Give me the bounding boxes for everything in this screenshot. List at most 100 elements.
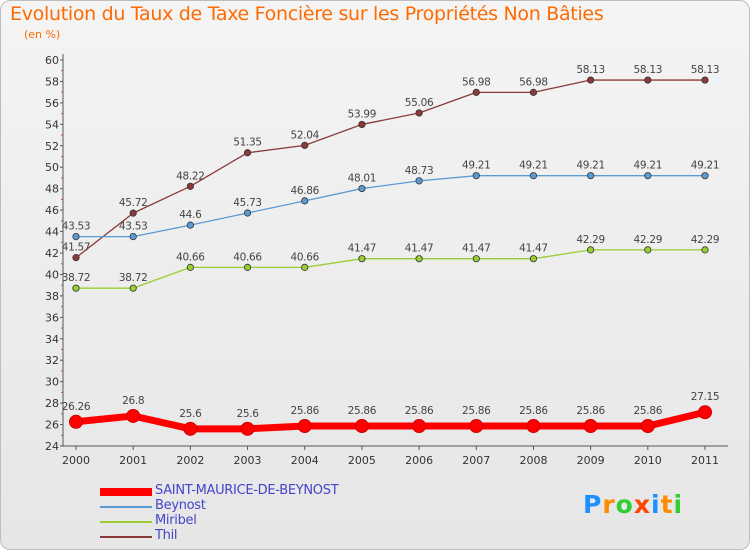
data-point: [72, 254, 80, 262]
data-point: [701, 246, 709, 254]
y-tick-label: 26: [45, 419, 59, 432]
data-point: [472, 172, 480, 180]
x-tick-label: 2005: [348, 454, 376, 467]
series-labels: 41.57 45.72 48.22 51.35 52.04 53.99 55.06 56.98…: [62, 64, 720, 420]
data-point: [472, 88, 480, 96]
logo-letter: r: [602, 490, 616, 519]
data-label: 48.73: [405, 165, 434, 177]
y-tick-label: 34: [45, 333, 59, 346]
data-label: 25.86: [290, 405, 319, 417]
y-tick-label: 24: [45, 440, 59, 453]
data-label: 48.22: [176, 170, 205, 182]
data-label: 58.13: [576, 64, 605, 76]
data-label: 42.29: [576, 234, 605, 246]
data-label: 25.6: [179, 408, 202, 420]
logo-letter: o: [615, 490, 634, 519]
x-tick-label: 2000: [62, 454, 90, 467]
legend-label: Miribel: [155, 513, 197, 528]
data-point: [129, 284, 137, 292]
data-point: [587, 246, 595, 254]
data-point: [243, 149, 252, 157]
data-point: [529, 88, 538, 96]
data-label: 51.35: [233, 137, 262, 149]
y-tick-label: 30: [45, 376, 59, 389]
data-point: [240, 421, 255, 436]
data-label: 49.21: [691, 160, 720, 172]
y-tick-label: 50: [45, 161, 59, 174]
x-tick-label: 2011: [691, 454, 719, 467]
data-point: [183, 421, 198, 436]
legend-swatch: [100, 536, 152, 538]
data-label: 26.8: [122, 395, 144, 407]
y-tick-label: 52: [45, 140, 59, 153]
data-point: [698, 405, 712, 420]
legend-label: Thil: [155, 528, 178, 543]
data-label: 45.73: [233, 197, 262, 209]
data-point: [297, 419, 312, 434]
logo-letter: x: [633, 490, 651, 519]
data-label: 40.66: [176, 251, 205, 263]
logo-letter: i: [651, 490, 661, 519]
x-tick-label: 2003: [234, 454, 262, 467]
data-point: [129, 209, 137, 217]
data-label: 45.72: [119, 197, 148, 209]
y-tick-label: 44: [45, 226, 59, 239]
legend-label: Beynost: [155, 498, 206, 513]
data-label: 40.66: [290, 251, 319, 263]
data-label: 44.6: [179, 209, 202, 221]
data-point: [644, 246, 652, 254]
series-line-4: [75, 79, 705, 259]
legend-swatch: [100, 506, 152, 508]
series-lines: [75, 79, 706, 433]
data-label: 52.04: [290, 129, 319, 141]
data-point: [415, 177, 423, 185]
data-point: [126, 408, 141, 423]
data-point: [358, 184, 366, 193]
data-point: [243, 209, 252, 217]
data-label: 49.21: [576, 160, 605, 172]
data-point: [186, 263, 194, 271]
data-point: [69, 414, 83, 429]
x-tick-label: 2009: [577, 454, 605, 467]
data-label: 43.53: [62, 221, 91, 233]
data-label: 41.47: [348, 243, 377, 255]
data-label: 49.21: [462, 160, 491, 172]
data-point: [72, 284, 80, 292]
data-label: 55.06: [405, 97, 434, 109]
series-line-1: [75, 408, 706, 433]
data-point: [72, 232, 80, 241]
data-label: 42.29: [691, 234, 720, 246]
data-label: 41.47: [519, 243, 548, 255]
data-point: [412, 419, 427, 434]
data-label: 58.13: [634, 64, 663, 76]
data-label: 46.86: [290, 185, 319, 197]
data-label: 41.47: [405, 243, 434, 255]
data-point: [640, 419, 655, 434]
logo-letter: P: [583, 490, 603, 519]
data-label: 26.26: [62, 401, 91, 413]
data-point: [587, 172, 595, 180]
data-label: 41.47: [462, 243, 491, 255]
data-point: [358, 120, 366, 129]
data-point: [644, 172, 652, 180]
data-point: [469, 419, 484, 434]
logo-letter: i: [673, 490, 684, 519]
data-point: [415, 255, 423, 263]
data-point: [701, 76, 709, 84]
legend-swatch: [100, 521, 152, 523]
data-label: 25.86: [405, 405, 434, 417]
unit-label: (en %): [24, 28, 61, 41]
data-point: [644, 76, 652, 84]
data-label: 48.01: [348, 173, 377, 185]
data-point: [301, 141, 309, 149]
y-tick-label: 56: [45, 97, 59, 110]
data-label: 25.86: [462, 405, 491, 417]
data-point: [301, 263, 309, 271]
y-tick-label: 54: [45, 118, 59, 131]
y-tick-label: 36: [45, 311, 59, 324]
x-tick-label: 2007: [462, 454, 490, 467]
data-point: [526, 419, 541, 434]
y-tick-label: 40: [45, 268, 59, 281]
